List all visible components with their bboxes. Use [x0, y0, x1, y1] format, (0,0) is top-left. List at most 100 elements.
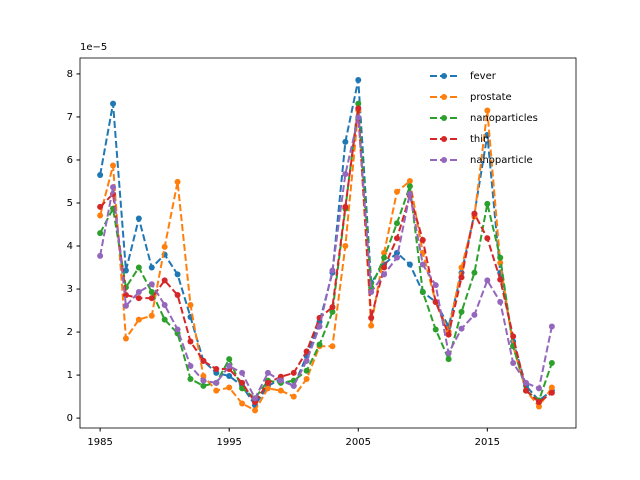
data-point	[484, 107, 491, 114]
data-point	[277, 377, 284, 384]
data-point	[510, 360, 517, 367]
x-tick-label: 1985	[87, 437, 112, 448]
data-point	[290, 369, 297, 376]
data-point	[110, 100, 117, 107]
data-point	[484, 200, 491, 207]
data-point	[213, 379, 220, 386]
data-point	[458, 325, 465, 332]
y-tick-label: 6	[67, 155, 73, 166]
data-point	[200, 372, 207, 379]
data-point	[458, 274, 465, 281]
data-point	[97, 172, 104, 179]
data-point	[239, 385, 246, 392]
data-point	[548, 323, 555, 330]
data-point	[458, 308, 465, 315]
data-point	[97, 212, 104, 219]
y-tick-label: 0	[67, 413, 73, 424]
data-point	[548, 384, 555, 391]
data-point	[342, 243, 349, 250]
data-point	[174, 292, 181, 299]
data-point	[445, 356, 452, 363]
data-point	[110, 184, 117, 191]
data-point	[226, 384, 233, 391]
data-point	[97, 252, 104, 259]
data-point	[252, 407, 259, 414]
data-point	[161, 316, 168, 323]
data-point	[368, 314, 375, 321]
y-tick-label: 2	[67, 327, 73, 338]
data-point	[148, 295, 155, 302]
data-point	[484, 277, 491, 284]
data-point	[548, 389, 555, 396]
y-tick-label: 1	[67, 370, 73, 381]
data-point	[161, 277, 168, 284]
series-line	[99, 103, 553, 403]
data-point	[200, 377, 207, 384]
legend-marker	[441, 157, 447, 163]
data-point	[355, 114, 362, 121]
data-point	[135, 316, 142, 323]
data-point	[161, 301, 168, 308]
data-point	[277, 387, 284, 394]
data-point	[381, 264, 388, 271]
data-point	[303, 348, 310, 355]
data-point	[419, 236, 426, 243]
y-tick-label: 3	[67, 284, 73, 295]
data-point	[535, 399, 542, 406]
data-point	[135, 289, 142, 296]
data-point	[497, 254, 504, 261]
legend-marker	[441, 94, 447, 100]
data-point	[174, 178, 181, 185]
data-point	[419, 261, 426, 268]
data-point	[110, 162, 117, 169]
data-point	[406, 190, 413, 197]
data-point	[393, 220, 400, 227]
data-point	[432, 298, 439, 305]
data-point	[329, 267, 336, 274]
data-point	[355, 76, 362, 83]
data-point	[148, 289, 155, 296]
data-point	[264, 379, 271, 386]
data-point	[148, 264, 155, 271]
data-point	[135, 295, 142, 302]
legend-marker	[441, 136, 447, 142]
data-point	[381, 254, 388, 261]
data-point	[122, 302, 129, 309]
data-point	[290, 382, 297, 389]
data-point	[419, 289, 426, 296]
data-point	[497, 298, 504, 305]
data-point	[122, 335, 129, 342]
data-point	[523, 379, 530, 386]
data-point	[316, 341, 323, 348]
legend-label: fever	[470, 71, 497, 82]
data-point	[471, 311, 478, 318]
data-point	[497, 276, 504, 283]
data-point	[135, 215, 142, 222]
data-point	[535, 403, 542, 410]
data-point	[213, 387, 220, 394]
data-point	[471, 210, 478, 217]
data-point	[381, 271, 388, 278]
data-point	[445, 350, 452, 357]
data-point	[239, 379, 246, 386]
y-tick-label: 7	[67, 112, 73, 123]
data-point	[406, 261, 413, 268]
x-tick-label: 2005	[346, 437, 371, 448]
legend-label: thin	[470, 134, 489, 145]
data-point	[264, 385, 271, 392]
data-point	[471, 269, 478, 276]
data-point	[226, 363, 233, 370]
data-point	[187, 375, 194, 382]
data-point	[187, 301, 194, 308]
data-point	[264, 369, 271, 376]
data-point	[548, 360, 555, 367]
plot-frame	[79, 57, 577, 429]
data-point	[368, 322, 375, 329]
data-point	[484, 235, 491, 242]
data-point	[342, 171, 349, 178]
data-point	[355, 100, 362, 107]
legend-label: prostate	[470, 92, 512, 103]
data-point	[303, 367, 310, 374]
series-line	[99, 108, 553, 404]
